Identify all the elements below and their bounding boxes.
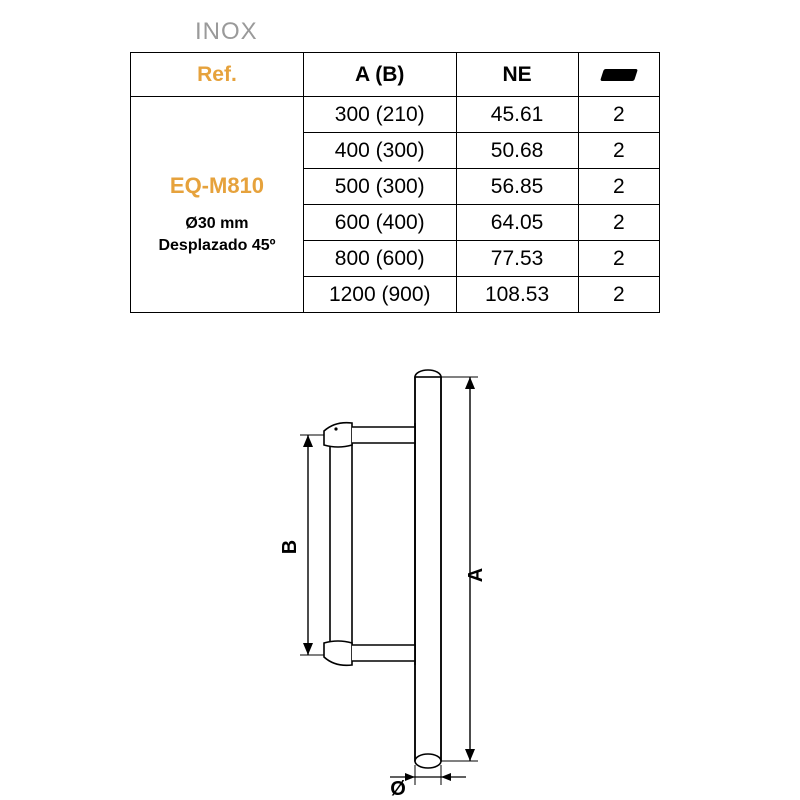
cell-box: 2 — [578, 133, 659, 169]
spec-table-container: Ref. A (B) NE EQ-M810Ø30 mmDesplazado 45… — [130, 52, 660, 313]
cell-box: 2 — [578, 277, 659, 313]
cell-ab: 400 (300) — [303, 133, 456, 169]
cell-ne: 56.85 — [456, 169, 578, 205]
label-diameter: Ø — [390, 778, 406, 800]
dimension-a: A — [441, 377, 487, 761]
col-header-ref: Ref. — [131, 53, 304, 97]
drawing-svg: A B Ø — [260, 365, 580, 795]
cell-box: 2 — [578, 205, 659, 241]
cell-ab: 300 (210) — [303, 97, 456, 133]
col-header-box — [578, 53, 659, 97]
cell-ne: 50.68 — [456, 133, 578, 169]
cell-ab: 500 (300) — [303, 169, 456, 205]
cell-box: 2 — [578, 169, 659, 205]
main-bar — [415, 370, 441, 768]
cell-ab: 600 (400) — [303, 205, 456, 241]
ref-code: EQ-M810 — [135, 173, 299, 199]
label-b: B — [279, 540, 301, 554]
cell-box: 2 — [578, 97, 659, 133]
spec-table: Ref. A (B) NE EQ-M810Ø30 mmDesplazado 45… — [130, 52, 660, 313]
cell-ne: 108.53 — [456, 277, 578, 313]
handle-bar — [324, 423, 415, 666]
cell-ne: 64.05 — [456, 205, 578, 241]
dimension-diameter: Ø — [390, 765, 466, 800]
ref-subline: Desplazado 45º — [135, 235, 299, 257]
table-row: EQ-M810Ø30 mmDesplazado 45º300 (210)45.6… — [131, 97, 660, 133]
dimension-b: B — [279, 435, 324, 655]
cell-box: 2 — [578, 241, 659, 277]
package-icon — [600, 69, 638, 81]
cell-ne: 45.61 — [456, 97, 578, 133]
cell-ab: 1200 (900) — [303, 277, 456, 313]
ref-subline: Ø30 mm — [135, 213, 299, 235]
cell-ab: 800 (600) — [303, 241, 456, 277]
ref-cell: EQ-M810 Ø30 mmDesplazado 45º — [131, 97, 304, 313]
label-a: A — [465, 568, 487, 582]
col-header-ab: A (B) — [303, 53, 456, 97]
col-header-ne: NE — [456, 53, 578, 97]
technical-drawing: A B Ø — [260, 365, 580, 785]
cell-ne: 77.53 — [456, 241, 578, 277]
material-title: INOX — [195, 18, 258, 46]
